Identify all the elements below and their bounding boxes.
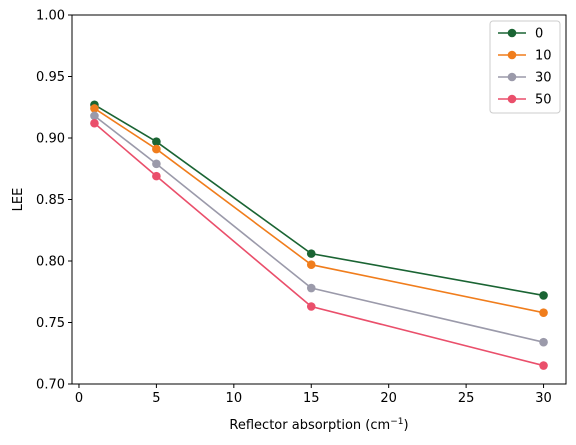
x-tick-label: 20 — [380, 391, 397, 406]
legend-label: 10 — [535, 49, 552, 64]
plot-layer — [90, 100, 548, 370]
x-tick-label: 25 — [458, 391, 475, 406]
x-tick-label: 10 — [226, 391, 243, 406]
x-tick-label: 15 — [303, 391, 320, 406]
legend-item-10: 10 — [498, 49, 552, 64]
data-point — [539, 337, 548, 347]
data-point — [539, 308, 548, 317]
y-tick-label: 0.85 — [36, 193, 65, 208]
legend-marker — [507, 72, 517, 82]
series-0 — [90, 100, 548, 300]
series-line — [94, 104, 544, 297]
y-tick-label: 0.95 — [36, 70, 65, 85]
legend-item-50: 50 — [498, 93, 552, 108]
legend-box — [489, 20, 561, 114]
series-line — [94, 107, 544, 314]
y-axis-ticks: 0.70 0.75 0.80 0.85 0.90 0.95 1.00 — [36, 9, 72, 393]
data-point — [90, 104, 99, 113]
data-point — [539, 361, 548, 370]
legend: 0 10 30 50 — [489, 20, 561, 114]
legend-label: 0 — [535, 27, 543, 42]
data-point — [152, 144, 161, 154]
data-point — [306, 260, 316, 269]
x-axis-label-main: Reflector absorption (cm — [229, 418, 390, 433]
x-axis-ticks: 0 5 10 15 20 25 30 — [75, 384, 552, 406]
x-axis-label-superscript: −1 — [390, 417, 403, 427]
data-point — [152, 159, 161, 169]
y-tick-label: 0.90 — [36, 132, 65, 147]
series-line — [93, 122, 544, 367]
series-10 — [90, 104, 548, 317]
data-point — [152, 171, 161, 181]
x-tick-label: 5 — [152, 391, 160, 406]
legend-item-30: 30 — [498, 71, 552, 86]
legend-label: 30 — [535, 71, 552, 86]
legend-label: 50 — [535, 93, 552, 108]
x-axis-label: Reflector absorption (cm−1) — [229, 417, 408, 433]
data-point — [90, 111, 99, 121]
data-point — [90, 118, 99, 128]
y-tick-label: 0.80 — [36, 255, 65, 270]
x-axis-label-end: ) — [403, 418, 408, 433]
series-50 — [90, 118, 548, 370]
data-point — [306, 302, 316, 311]
legend-marker — [507, 50, 517, 60]
series-line — [93, 115, 544, 343]
data-point — [539, 291, 548, 300]
x-tick-label: 30 — [535, 391, 552, 406]
data-point — [306, 249, 316, 258]
legend-marker — [507, 94, 517, 104]
x-tick-label: 0 — [75, 391, 83, 406]
y-tick-label: 0.70 — [36, 378, 65, 393]
legend-item-0: 0 — [498, 27, 543, 42]
y-tick-label: 1.00 — [36, 9, 65, 24]
series-30 — [90, 111, 548, 347]
data-point — [152, 137, 161, 146]
legend-marker — [507, 28, 517, 38]
y-tick-label: 0.75 — [36, 316, 65, 331]
y-axis-label: LEE — [11, 188, 26, 212]
data-point — [306, 283, 316, 293]
